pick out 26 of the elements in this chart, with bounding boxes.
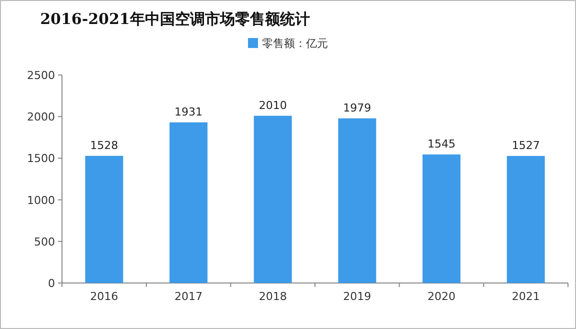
data-label: 2010: [258, 98, 287, 112]
data-label: 1527: [512, 138, 540, 152]
x-tick-label: 2016: [90, 290, 118, 303]
legend-label: 零售额：亿元: [262, 37, 328, 50]
bar: [422, 154, 460, 283]
data-label: 1931: [174, 105, 202, 118]
data-label: 1545: [428, 137, 456, 150]
bar: [170, 122, 208, 283]
x-tick-label: 2019: [343, 290, 372, 303]
data-label: 1979: [343, 101, 372, 114]
data-label: 1528: [90, 138, 118, 152]
y-tick-label: 2500: [27, 69, 55, 82]
x-tick-label: 2017: [174, 290, 202, 303]
x-tick-label: 2018: [258, 290, 287, 303]
y-tick-label: 2000: [27, 110, 55, 124]
y-tick-label: 0: [48, 277, 55, 290]
y-tick-label: 1500: [27, 152, 55, 166]
x-tick-label: 2020: [428, 290, 456, 303]
chart-title: 2016-2021年中国空调市场零售额统计: [40, 10, 310, 28]
bar: [338, 118, 376, 283]
y-tick-label: 1000: [27, 194, 55, 207]
bar: [506, 156, 545, 283]
x-tick-label: 2021: [512, 290, 540, 303]
bar: [85, 156, 124, 283]
bar: [254, 116, 292, 283]
y-tick-label: 500: [34, 235, 55, 248]
